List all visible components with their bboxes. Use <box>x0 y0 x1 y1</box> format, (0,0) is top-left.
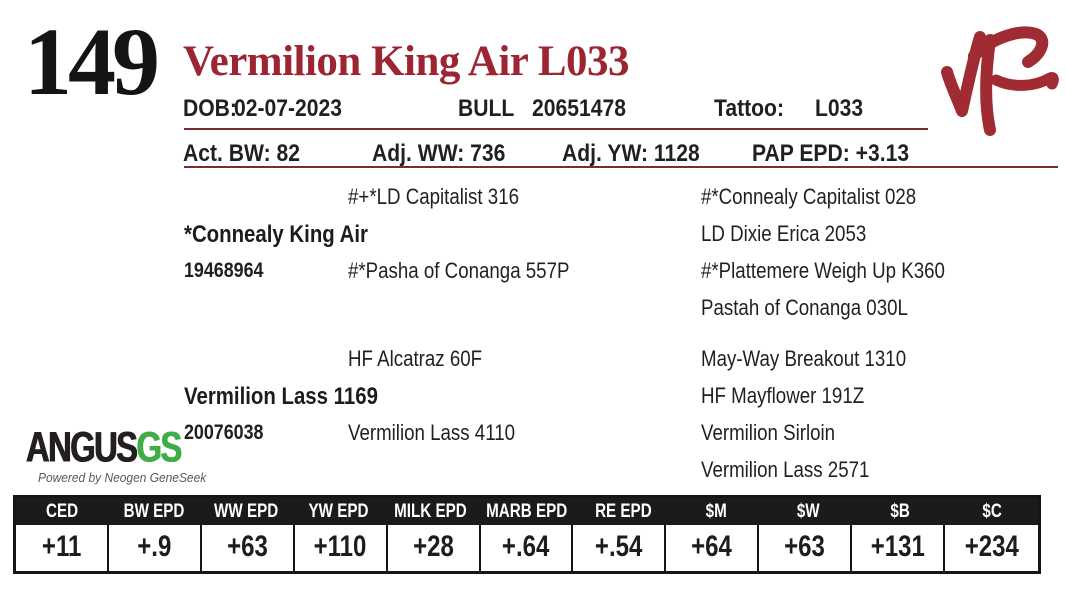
adjusted-weaning-weight: Adj. WW: 736 <box>372 140 506 167</box>
gs-text: GS <box>136 422 183 471</box>
sire-ancestor-3: #*Plattemere Weigh Up K360 <box>701 258 945 283</box>
epd-table-header-row: CED BW EPD WW EPD YW EPD MILK EPD MARB E… <box>16 498 1038 525</box>
dam-sire: HF Alcatraz 60F <box>348 346 483 371</box>
epd-value-dollar-c: +234 <box>964 530 1019 563</box>
divider-rule-bottom <box>184 166 1058 168</box>
epd-value-dollar-w: +63 <box>759 525 853 571</box>
angus-gs-wordmark: ANGUSGS <box>26 422 183 471</box>
epd-header-dollar-w: $W <box>796 501 820 522</box>
dam-ancestor-2: HF Mayflower 191Z <box>701 383 865 408</box>
epd-value-ww: +63 <box>202 525 295 571</box>
sire-name: *Connealy King Air <box>184 221 368 248</box>
epd-header-dollar-b: $B <box>890 501 910 522</box>
epd-header-ced: CED <box>45 501 79 522</box>
sire-ancestor-4: Pastah of Conanga 030L <box>701 295 908 320</box>
pap-epd: PAP EPD: +3.13 <box>752 140 910 167</box>
epd-value-marb: +.64 <box>481 525 574 571</box>
tattoo-value: L033 <box>815 95 864 122</box>
epd-value-milk: +28 <box>388 525 481 571</box>
dob-label: DOB: <box>183 95 237 122</box>
sire-ancestor-1: #*Connealy Capitalist 028 <box>701 184 917 209</box>
epd-value-dollar-m: +64 <box>666 525 760 571</box>
sex-label: BULL <box>458 95 515 122</box>
epd-header-bw: BW EPD <box>123 501 185 522</box>
epd-value-yw: +110 <box>295 525 388 571</box>
epd-value-bw: +.9 <box>109 525 202 571</box>
angus-text: ANGUS <box>26 422 138 471</box>
sire-grandsire: #+*LD Capitalist 316 <box>348 184 520 209</box>
dam-registration: 20076038 <box>184 421 264 444</box>
adjusted-yearling-weight: Adj. YW: 1128 <box>562 140 700 167</box>
dam-ancestor-1: May-Way Breakout 1310 <box>701 346 907 371</box>
epd-table-value-row: +11 +.9 +63 +110 +28 +.64 +.54 +64 +63 +… <box>16 525 1038 571</box>
divider-rule-top <box>184 128 928 130</box>
sire-granddam: #*Pasha of Conanga 557P <box>348 258 570 283</box>
epd-header-dollar-m: $M <box>705 501 727 522</box>
epd-header-yw: YW EPD <box>308 501 369 522</box>
epd-value-dollar-b: +131 <box>852 525 946 571</box>
epd-header-re: RE EPD <box>595 501 653 522</box>
vermilion-ranch-brand-icon <box>941 26 1059 136</box>
epd-header-ww: WW EPD <box>214 501 279 522</box>
sire-ancestor-2: LD Dixie Erica 2053 <box>701 221 867 246</box>
dob-value: 02-07-2023 <box>234 95 343 122</box>
epd-header-dollar-c: $C <box>982 501 1002 522</box>
epd-value-re: +.54 <box>573 525 667 571</box>
tattoo-label: Tattoo: <box>714 95 784 122</box>
angus-tagline: Powered by Neogen GeneSeek <box>38 470 207 485</box>
dam-name: Vermilion Lass 1169 <box>184 383 378 410</box>
actual-birth-weight: Act. BW: 82 <box>183 140 300 167</box>
dam-ancestor-4: Vermilion Lass 2571 <box>701 457 870 482</box>
angus-gs-logo: ANGUSGS Powered by Neogen GeneSeek <box>26 422 224 487</box>
epd-header-marb: MARB EPD <box>486 501 568 522</box>
page-title: Vermilion King Air L033 <box>183 38 630 85</box>
dam-ancestor-3: Vermilion Sirloin <box>701 420 836 445</box>
epd-value-ced: +11 <box>16 525 109 571</box>
dam-dam: Vermilion Lass 4110 <box>348 420 516 445</box>
epd-table: CED BW EPD WW EPD YW EPD MILK EPD MARB E… <box>13 495 1041 574</box>
sire-registration: 19468964 <box>184 259 264 282</box>
epd-header-milk: MILK EPD <box>393 501 467 522</box>
lot-number: 149 <box>24 8 160 115</box>
registration-number: 20651478 <box>532 95 626 122</box>
